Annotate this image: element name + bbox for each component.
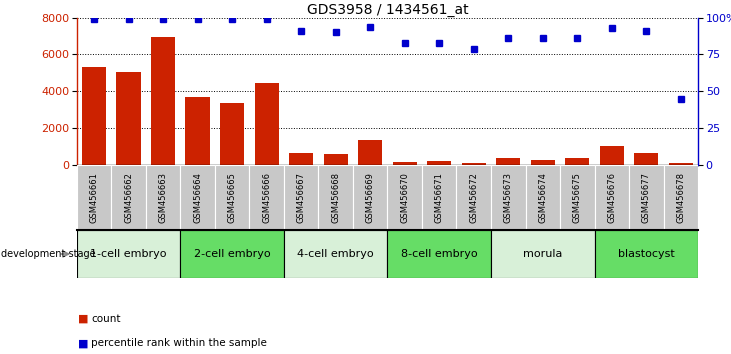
Text: GSM456677: GSM456677 [642,172,651,223]
Text: GSM456670: GSM456670 [400,172,409,223]
Bar [560,165,594,230]
Text: GSM456668: GSM456668 [331,172,340,223]
Bar [599,146,624,165]
Bar [77,165,111,230]
Bar [491,165,526,230]
Text: GSM456674: GSM456674 [538,172,548,223]
Bar [116,72,140,165]
Text: 2-cell embryo: 2-cell embryo [194,249,270,259]
Bar [324,154,348,165]
Bar [254,83,279,165]
Text: count: count [91,314,121,324]
Text: GSM456667: GSM456667 [297,172,306,223]
Bar [77,230,181,278]
Text: 8-cell embryo: 8-cell embryo [401,249,477,259]
Text: GSM456678: GSM456678 [676,172,686,223]
Bar [526,165,560,230]
Bar [496,158,520,165]
Bar [387,165,422,230]
Bar [284,230,387,278]
Text: 4-cell embryo: 4-cell embryo [298,249,374,259]
Bar [284,165,319,230]
Bar [635,153,659,165]
Bar [629,165,664,230]
Bar [462,163,486,165]
Text: GSM456671: GSM456671 [435,172,444,223]
Text: GSM456672: GSM456672 [469,172,478,223]
Bar [181,165,215,230]
Bar [215,165,249,230]
Bar [181,230,284,278]
Text: GSM456665: GSM456665 [227,172,237,223]
Text: ■: ■ [78,314,88,324]
Text: percentile rank within the sample: percentile rank within the sample [91,338,268,348]
Bar [393,162,417,165]
Text: GSM456675: GSM456675 [573,172,582,223]
Text: GSM456662: GSM456662 [124,172,133,223]
Bar [594,165,629,230]
Bar [456,165,491,230]
Bar [358,140,382,165]
Bar [491,230,594,278]
Bar [669,163,693,165]
Text: development stage: development stage [1,249,95,259]
Bar [353,165,387,230]
Text: GSM456664: GSM456664 [193,172,202,223]
Text: ■: ■ [78,338,88,348]
Bar [289,153,313,165]
Text: blastocyst: blastocyst [618,249,675,259]
Bar [594,230,698,278]
Text: GSM456661: GSM456661 [89,172,99,223]
Bar [186,97,210,165]
Text: GSM456676: GSM456676 [607,172,616,223]
Text: GSM456669: GSM456669 [366,172,375,223]
Text: 1-cell embryo: 1-cell embryo [91,249,167,259]
Bar [82,67,106,165]
Text: GSM456673: GSM456673 [504,172,512,223]
Bar [531,160,555,165]
Bar [427,161,451,165]
Text: morula: morula [523,249,562,259]
Bar [111,165,145,230]
Bar [319,165,353,230]
Bar [151,37,175,165]
Bar [664,165,698,230]
Text: GSM456666: GSM456666 [262,172,271,223]
Title: GDS3958 / 1434561_at: GDS3958 / 1434561_at [306,3,469,17]
Bar [422,165,456,230]
Bar [565,158,589,165]
Bar [249,165,284,230]
Bar [387,230,491,278]
Bar [220,103,244,165]
Bar [145,165,181,230]
Text: GSM456663: GSM456663 [159,172,167,223]
